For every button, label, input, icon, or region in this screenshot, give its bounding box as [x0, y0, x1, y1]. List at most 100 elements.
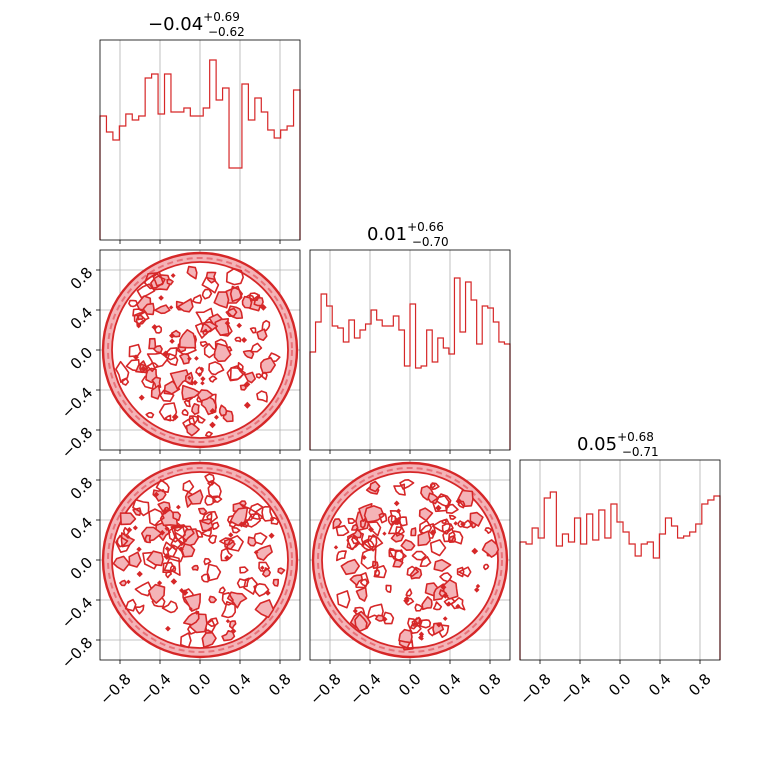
contour-blob	[208, 534, 218, 545]
contour-blob	[213, 342, 232, 363]
panel-2-title-sup: +0.68	[617, 430, 654, 444]
contour-blob	[169, 369, 191, 390]
panel-0-title-sup: +0.69	[203, 10, 240, 24]
contour-point	[138, 394, 145, 401]
panel-2-title-sub: −0.71	[622, 445, 659, 459]
contour-blob	[409, 623, 422, 634]
contour-blob	[363, 505, 385, 523]
contour-blob	[270, 516, 280, 525]
contour-blob	[256, 328, 268, 341]
contour-point	[136, 546, 142, 552]
contour-blob	[261, 371, 268, 381]
contour-blob	[203, 557, 212, 566]
contour-blob	[191, 564, 199, 571]
contour-point	[136, 323, 142, 329]
contour-blob	[225, 267, 244, 286]
contour-blob	[244, 371, 256, 384]
contour-point	[260, 565, 265, 571]
contour-blob	[429, 539, 447, 557]
contour-point	[455, 497, 463, 505]
histogram-panel-0: −0.04+0.69 −0.62	[99, 10, 301, 244]
contour-point	[333, 545, 339, 550]
panel-2-ticks: −0.8 −0.4 0.0 0.4 0.8	[516, 660, 715, 709]
y-tick-label: 0.4	[67, 304, 97, 334]
contour-blob	[164, 414, 172, 422]
contour-blob	[385, 584, 392, 593]
contour-blob	[148, 337, 157, 350]
contour-blob	[369, 480, 381, 493]
contour-point	[158, 295, 164, 301]
contour-point	[192, 379, 198, 386]
panel-1-title-value: 0.01	[367, 224, 407, 245]
contour-blob	[191, 402, 200, 415]
contour-point	[170, 578, 178, 585]
contour-blob	[229, 620, 237, 630]
contour-blob	[163, 555, 181, 576]
contour-blob	[146, 550, 164, 567]
contour-point	[224, 555, 231, 562]
contour-point	[224, 320, 231, 326]
contour-point	[213, 414, 219, 420]
contour-blob	[181, 384, 201, 401]
contour-blob	[248, 292, 259, 302]
contour-blob	[208, 375, 218, 383]
contour-blob	[146, 362, 159, 373]
x-tick-label: 0.8	[475, 670, 505, 700]
contour-point	[455, 603, 461, 610]
contour-blob	[433, 558, 452, 572]
contour-blob	[448, 514, 457, 520]
contour-point	[162, 351, 167, 356]
contour-blob	[432, 601, 443, 611]
contour-blob	[349, 574, 363, 586]
contour-blob	[166, 353, 179, 366]
contour-blob	[178, 329, 197, 349]
contour-blob	[237, 362, 244, 371]
panel-2-title: 0.05+0.68 −0.71	[577, 430, 659, 459]
contour-blob	[393, 483, 406, 496]
contour-blob	[134, 604, 145, 615]
x-tick-label: −0.8	[96, 670, 134, 708]
contour-point	[159, 529, 166, 536]
contour-blob	[388, 549, 407, 562]
contour-blob	[144, 271, 164, 290]
y-tick-label: −0.4	[58, 384, 96, 422]
contour-blob	[208, 595, 217, 604]
contour-ring	[107, 257, 293, 443]
contour-blob	[183, 593, 201, 612]
contour-point	[253, 549, 259, 555]
contour-point	[446, 601, 452, 607]
contour-blob	[201, 288, 213, 300]
contour-blob	[254, 505, 274, 522]
panel-2-0-contours	[101, 461, 299, 659]
contour-point	[382, 531, 387, 536]
contour-blob	[261, 319, 271, 332]
panel-1-title: 0.01+0.66 −0.70	[367, 220, 449, 249]
x-tick-label: −0.8	[516, 670, 554, 708]
contour-point	[429, 529, 437, 536]
contour-ring	[107, 467, 293, 653]
contour-point	[132, 525, 138, 531]
x-tick-label: −0.4	[136, 670, 174, 708]
y-tick-label: 0.4	[67, 514, 97, 544]
histogram-2-steps	[519, 491, 721, 660]
contour-blob	[112, 555, 131, 572]
contour-blob	[260, 357, 276, 375]
contour-ring	[317, 467, 503, 653]
contour-blob	[407, 617, 419, 630]
contour-point	[194, 356, 199, 361]
contour-point	[200, 376, 206, 382]
contour-blob	[382, 611, 395, 625]
contour-blob	[250, 342, 263, 353]
histogram-panel-1: 0.01+0.66 −0.70	[309, 220, 511, 454]
panel-0-title-value: −0.04	[148, 14, 203, 35]
contour-blob	[256, 390, 268, 403]
contour-point	[440, 584, 447, 591]
contour-blob	[128, 343, 142, 358]
contour-blob	[457, 500, 466, 509]
contour-point	[460, 521, 466, 527]
contour-blob	[128, 299, 139, 308]
contour-blob	[182, 479, 195, 493]
contour-point	[243, 381, 251, 388]
contour-blob	[172, 511, 182, 522]
